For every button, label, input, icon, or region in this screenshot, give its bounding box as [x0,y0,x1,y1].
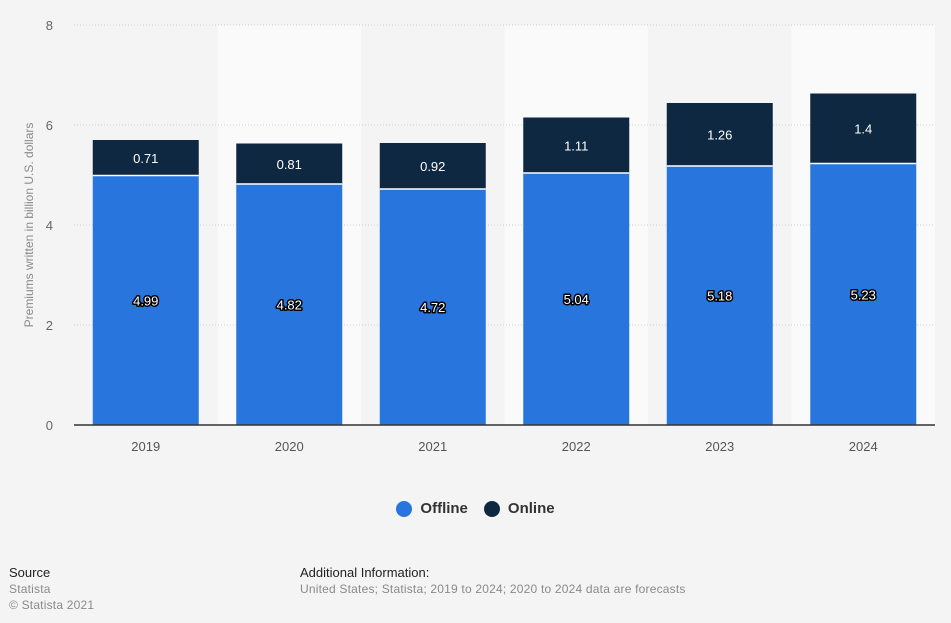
source-heading: Source [9,565,51,580]
legend-item-offline[interactable]: Offline [396,500,468,517]
y-tick-label: 2 [46,318,53,333]
x-axis-ticks: 2019 2020 2021 2022 2023 2024 [131,439,877,454]
offline-swatch-icon [396,500,413,517]
x-tick-label: 2019 [131,439,160,454]
copyright: © Statista 2021 [9,598,95,612]
x-tick-label: 2021 [418,439,447,454]
data-label-online: 0.92 [420,159,445,174]
additional-info-text: United States; Statista; 2019 to 2024; 2… [300,582,686,596]
bar-online[interactable] [379,143,486,189]
legend: Offline Online [0,500,951,517]
online-swatch-icon [483,500,500,517]
data-label-offline: 4.72 [420,300,445,315]
bar-offline[interactable] [236,184,343,425]
y-tick-label: 6 [46,118,53,133]
data-label-offline: 5.04 [564,292,589,307]
bar-online[interactable] [236,143,343,185]
y-axis-label: Premiums written in billion U.S. dollars [22,123,36,328]
data-label-offline: 4.99 [133,293,158,308]
x-tick-label: 2024 [849,439,878,454]
data-label-offline: 5.23 [851,287,876,302]
bar-online[interactable] [523,117,630,174]
legend-label-offline: Offline [420,500,468,517]
bars: 4.99 0.71 4.82 0.81 4.72 0.92 5.04 1.11 5.18 1.26… [92,93,917,426]
source-name[interactable]: Statista [9,582,51,596]
bar-online[interactable] [666,103,773,166]
bar-offline[interactable] [523,173,630,425]
stacked-bar-chart: 4.99 0.71 4.82 0.81 4.72 0.92 5.04 1.11 5.18 1.26… [22,18,935,454]
additional-info-heading[interactable]: Additional Information: [300,565,430,580]
y-tick-label: 8 [46,18,53,33]
x-tick-label: 2022 [562,439,591,454]
source-block: Source Statista © Statista 2021 [9,565,94,613]
x-tick-label: 2023 [705,439,734,454]
bar-offline[interactable] [92,175,199,426]
gridlines [74,24,935,326]
legend-label-online: Online [507,500,555,517]
data-label-online: 0.81 [277,157,302,172]
y-axis-ticks: 0 2 4 6 8 [46,18,53,433]
data-label-online: 1.26 [707,128,732,143]
data-label-online: 1.11 [564,138,588,153]
y-tick-label: 4 [46,218,53,233]
bar-offline[interactable] [666,166,773,425]
legend-item-online[interactable]: Online [483,500,555,517]
bar-online[interactable] [92,140,199,176]
additional-info-block: Additional Information: United States; S… [300,565,686,597]
x-tick-label: 2020 [275,439,304,454]
data-label-offline: 5.18 [707,289,732,304]
data-label-online: 0.71 [133,151,158,166]
bar-online[interactable] [810,93,917,164]
y-tick-label: 0 [46,418,53,433]
bar-offline[interactable] [810,163,917,426]
bar-offline[interactable] [379,189,486,425]
data-label-offline: 4.82 [277,298,302,313]
data-label-online: 1.4 [854,122,872,137]
